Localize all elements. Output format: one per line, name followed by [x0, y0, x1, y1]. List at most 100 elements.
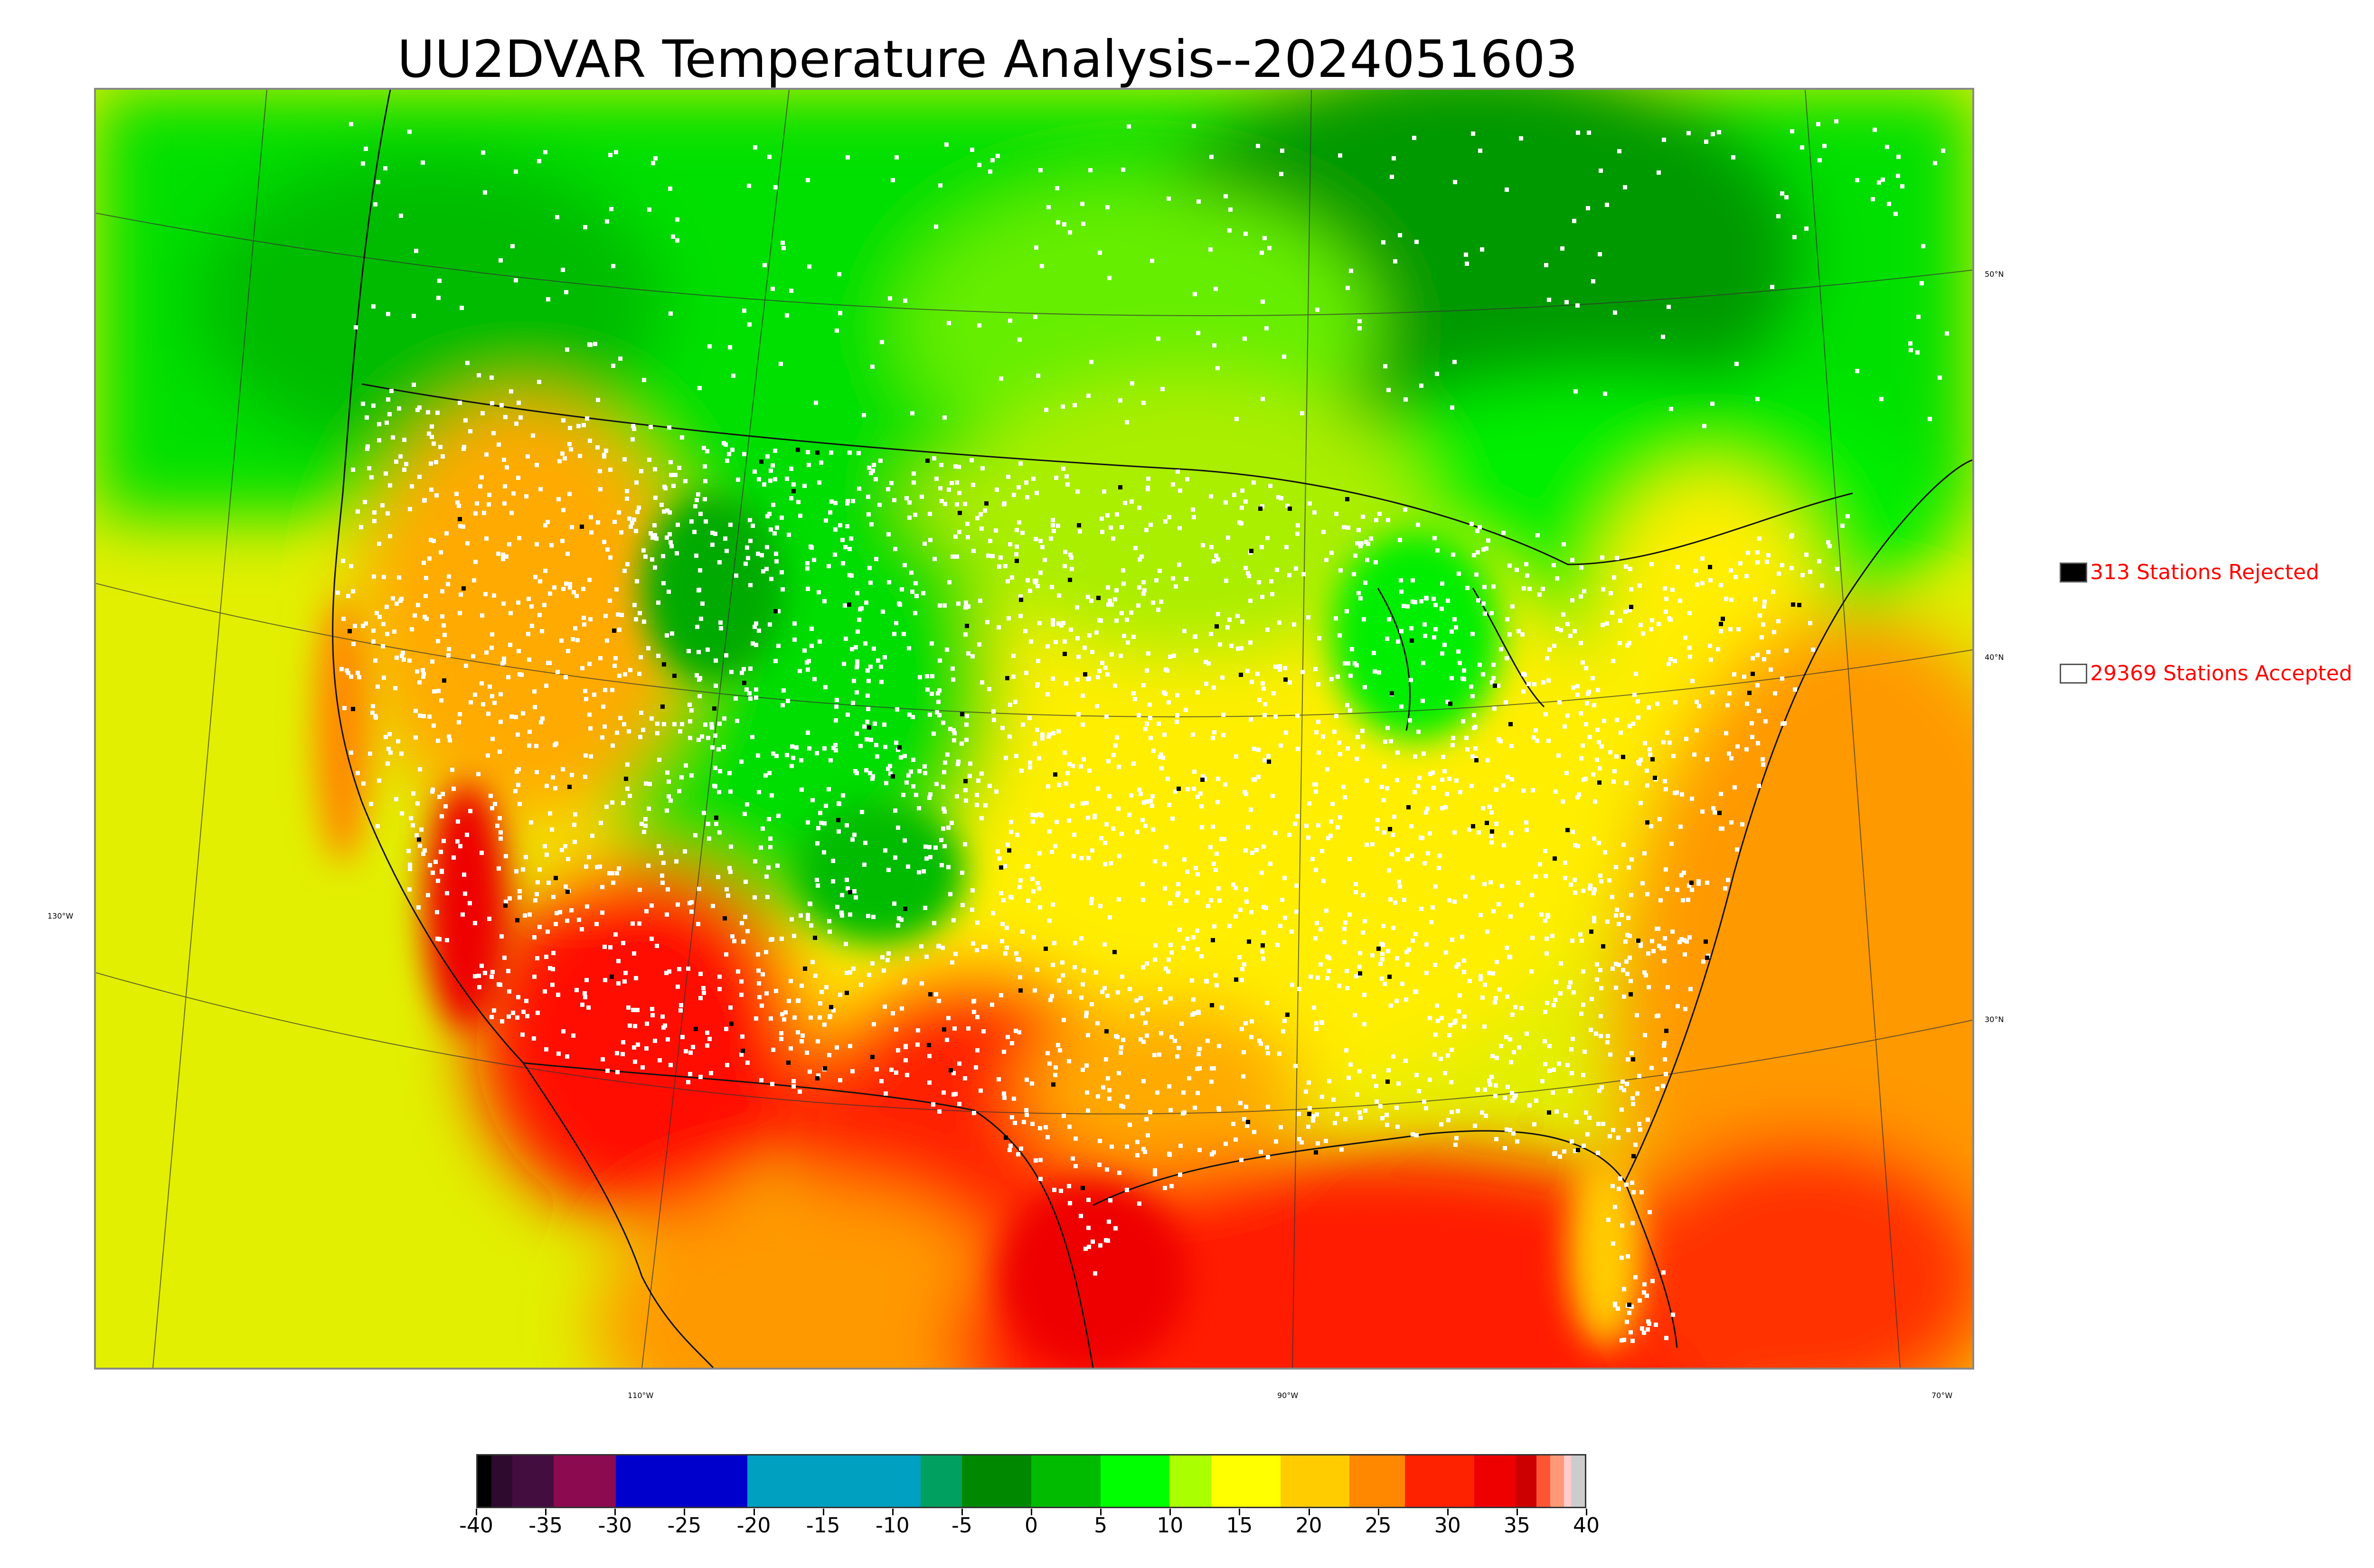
station-marker [615, 1051, 619, 1055]
station-marker [490, 1015, 494, 1019]
station-marker [412, 314, 416, 318]
station-marker [1611, 1184, 1615, 1188]
station-marker [408, 863, 412, 867]
station-marker [934, 225, 938, 229]
station-marker [1452, 360, 1457, 364]
station-marker [1391, 926, 1395, 930]
station-marker [1887, 202, 1891, 206]
station-marker [1030, 877, 1035, 881]
station-marker [742, 667, 746, 671]
station-marker [743, 915, 747, 919]
station-marker [950, 960, 954, 965]
station-marker [1667, 305, 1671, 309]
station-marker [1312, 1005, 1316, 1010]
station-marker [1354, 882, 1358, 886]
station-marker [1613, 1205, 1617, 1209]
station-marker [588, 617, 593, 621]
station-marker [837, 272, 841, 276]
map-canvas [96, 90, 1972, 1368]
station-marker [988, 784, 992, 788]
station-marker [1134, 998, 1139, 1003]
station-marker [1063, 564, 1067, 568]
station-marker [461, 525, 465, 529]
station-marker [991, 709, 996, 714]
station-marker [828, 930, 832, 934]
station-marker [1797, 603, 1801, 607]
station-marker [722, 716, 726, 721]
station-marker [1112, 753, 1116, 757]
station-marker [880, 955, 885, 959]
station-marker [707, 344, 712, 348]
station-marker [1490, 1054, 1495, 1058]
station-marker [1410, 638, 1414, 643]
station-marker [951, 677, 955, 682]
station-marker [1014, 1029, 1018, 1033]
station-marker [1579, 641, 1583, 645]
station-marker [779, 362, 783, 366]
station-marker [1834, 119, 1838, 123]
station-marker [376, 685, 380, 689]
station-marker [516, 476, 520, 480]
station-marker [356, 771, 360, 775]
station-marker [1363, 1108, 1367, 1113]
station-marker [833, 743, 838, 747]
station-marker [1175, 693, 1179, 697]
station-marker [417, 475, 422, 479]
station-marker [1525, 828, 1529, 832]
station-marker [1465, 262, 1469, 266]
station-marker [963, 842, 967, 846]
station-marker [407, 658, 412, 663]
station-marker [1409, 824, 1413, 828]
station-marker [649, 531, 653, 535]
station-marker [445, 891, 449, 895]
station-marker [623, 971, 628, 975]
station-marker [1451, 736, 1455, 740]
station-marker [1464, 253, 1468, 257]
station-marker [986, 554, 990, 558]
station-marker [1581, 660, 1585, 665]
station-marker [1436, 1019, 1440, 1023]
station-marker [1020, 930, 1025, 934]
station-marker [678, 1008, 683, 1013]
station-marker [846, 499, 850, 503]
station-marker [945, 1038, 949, 1042]
station-marker [1087, 769, 1092, 773]
station-marker [546, 661, 550, 665]
station-marker [484, 650, 489, 655]
station-marker [1223, 782, 1227, 787]
station-marker [1387, 617, 1391, 621]
station-marker [1729, 598, 1733, 602]
station-marker [1381, 240, 1385, 244]
station-marker [952, 731, 957, 735]
station-marker [436, 739, 440, 743]
station-marker [703, 723, 707, 727]
station-marker [1376, 947, 1381, 951]
station-marker [1431, 770, 1435, 775]
station-marker [1564, 300, 1569, 304]
station-marker [1555, 627, 1559, 631]
station-marker [1732, 672, 1736, 676]
station-marker [650, 557, 654, 562]
station-marker [1215, 983, 1219, 987]
station-marker [829, 1005, 833, 1009]
station-marker [1287, 573, 1291, 577]
station-marker [1481, 672, 1485, 676]
station-marker [567, 442, 572, 446]
station-marker [942, 415, 947, 420]
station-marker [391, 435, 395, 440]
station-marker [714, 684, 718, 688]
station-marker [686, 1080, 690, 1084]
station-marker [684, 1049, 688, 1053]
station-marker [703, 464, 707, 469]
station-marker [1353, 554, 1357, 558]
station-marker [1216, 777, 1220, 781]
station-marker [1662, 138, 1666, 142]
station-marker [946, 865, 951, 869]
station-marker [484, 536, 489, 541]
station-marker [1167, 197, 1171, 201]
station-marker [627, 516, 631, 521]
station-marker [1157, 722, 1161, 726]
station-marker [609, 207, 613, 211]
station-marker [1440, 1016, 1444, 1020]
station-marker [909, 571, 914, 575]
